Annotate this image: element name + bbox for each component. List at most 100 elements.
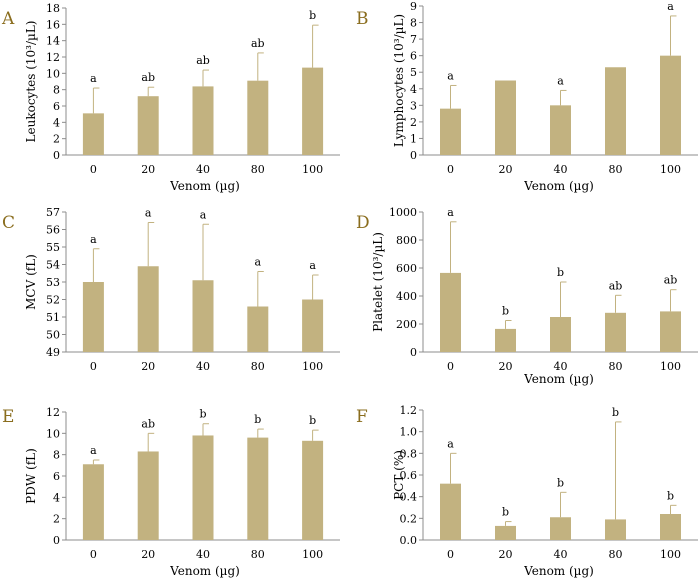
y-tick-label-d: 800 <box>396 234 417 247</box>
bar-c-0 <box>82 282 104 352</box>
significance-label-c-1: a <box>145 207 152 220</box>
bar-a-1 <box>137 96 159 155</box>
y-tick-label-a: 2 <box>53 133 60 146</box>
significance-label-c-0: a <box>90 233 97 246</box>
y-tick-label-b: 7 <box>410 33 417 46</box>
y-tick-label-a: 0 <box>53 149 60 162</box>
bar-b-4 <box>660 55 681 155</box>
bar-f-0 <box>440 483 461 540</box>
y-tick-label-a: 6 <box>53 100 60 113</box>
y-tick-label-a: 12 <box>46 51 60 64</box>
significance-label-e-0: a <box>90 444 97 457</box>
bar-e-3 <box>247 437 269 540</box>
x-tick-label-b-3: 80 <box>609 163 623 176</box>
significance-label-d-3: ab <box>609 279 623 292</box>
x-tick-label-b-1: 20 <box>499 163 513 176</box>
y-tick-label-f: 1.2 <box>400 404 418 417</box>
x-axis-title-b: Venom (µg) <box>523 179 594 193</box>
x-tick-label-f-1: 20 <box>499 548 513 561</box>
panel-letter-a: A <box>1 9 15 29</box>
y-tick-label-b: 9 <box>410 0 417 13</box>
bar-a-0 <box>82 113 104 155</box>
y-tick-label-e: 12 <box>46 406 60 419</box>
x-tick-label-d-2: 40 <box>554 360 568 373</box>
bar-b-0 <box>440 108 461 155</box>
bar-d-4 <box>660 311 681 352</box>
y-tick-label-d: 200 <box>396 318 417 331</box>
x-tick-label-f-2: 40 <box>554 548 568 561</box>
chart-panel-c: C 49 50 51 52 53 54 55 56 57 MCV (fL) a 0 a 20 a 40 a 80 a 1… <box>2 206 340 373</box>
significance-label-c-3: a <box>255 256 262 269</box>
bar-a-4 <box>302 67 324 155</box>
y-tick-label-f: 0.6 <box>400 469 418 482</box>
x-tick-label-c-4: 100 <box>302 360 323 373</box>
y-axis-title-a: Leukocytes (10³/µL) <box>24 21 38 143</box>
significance-label-f-1: b <box>502 506 509 519</box>
y-tick-label-f: 0.4 <box>400 491 418 504</box>
y-tick-label-e: 0 <box>53 534 60 547</box>
significance-label-d-0: a <box>447 206 454 219</box>
chart-panel-e: E 0 2 4 6 8 10 12 PDW (fL) a 0 ab 20 b 40 b 80 b 100 Venom … <box>2 406 340 578</box>
significance-label-a-0: a <box>90 72 97 85</box>
y-tick-label-a: 14 <box>46 35 60 48</box>
y-axis-title-c: MCV (fL) <box>24 254 38 310</box>
y-tick-label-a: 18 <box>46 2 60 15</box>
bar-f-1 <box>495 525 516 540</box>
significance-label-e-1: ab <box>141 417 155 430</box>
y-tick-label-f: 0.2 <box>400 512 418 525</box>
x-tick-label-d-0: 0 <box>447 360 454 373</box>
y-tick-label-b: 4 <box>410 83 417 96</box>
y-tick-label-c: 53 <box>46 276 60 289</box>
x-tick-label-b-0: 0 <box>447 163 454 176</box>
bar-d-1 <box>495 328 516 352</box>
y-tick-label-c: 51 <box>46 311 60 324</box>
x-tick-label-e-1: 20 <box>141 548 155 561</box>
x-tick-label-a-4: 100 <box>302 163 323 176</box>
x-tick-label-b-2: 40 <box>554 163 568 176</box>
x-tick-label-f-4: 100 <box>660 548 681 561</box>
y-tick-label-e: 6 <box>53 470 60 483</box>
y-tick-label-c: 55 <box>46 241 60 254</box>
bar-c-1 <box>137 266 159 352</box>
y-tick-label-f: 0.0 <box>400 534 418 547</box>
y-tick-label-a: 16 <box>46 18 60 31</box>
significance-label-d-4: ab <box>664 274 678 287</box>
bar-f-2 <box>550 517 571 540</box>
panel-letter-f: F <box>356 407 368 427</box>
panel-letter-c: C <box>2 213 15 233</box>
y-tick-label-c: 54 <box>46 259 60 272</box>
chart-panel-f: F 0.0 0.2 0.4 0.6 0.8 1.0 1.2 PCT (%) a 0 b 20 b 40 b 80… <box>356 404 698 578</box>
y-tick-label-d: 0 <box>410 346 417 359</box>
bar-c-2 <box>192 280 214 352</box>
y-tick-label-b: 2 <box>410 116 417 129</box>
x-axis-title-e: Venom (µg) <box>169 564 240 578</box>
bar-f-3 <box>605 519 626 540</box>
significance-label-b-0: a <box>447 69 454 82</box>
bar-d-0 <box>440 272 461 352</box>
y-tick-label-a: 8 <box>53 84 60 97</box>
y-axis-title-d: Platelet (10³/µL) <box>371 232 385 332</box>
significance-label-b-4: a <box>667 0 674 13</box>
y-tick-label-c: 50 <box>46 329 60 342</box>
significance-label-f-0: a <box>447 437 454 450</box>
y-tick-label-d: 600 <box>396 262 417 275</box>
bar-e-1 <box>137 451 159 540</box>
y-tick-label-e: 8 <box>53 449 60 462</box>
y-axis-title-b: Lymphocytes (10³/µL) <box>392 14 406 147</box>
x-tick-label-d-4: 100 <box>660 360 681 373</box>
y-tick-label-f: 0.8 <box>400 447 418 460</box>
x-tick-label-a-0: 0 <box>90 163 97 176</box>
y-tick-label-b: 0 <box>410 149 417 162</box>
x-tick-label-f-0: 0 <box>447 548 454 561</box>
chart-panel-b: B 0 1 2 3 4 5 6 7 8 9 Lymphocytes (10³/µL) a 0 20 a 40 80… <box>356 0 698 193</box>
x-axis-title-f: Venom (µg) <box>523 564 594 578</box>
panel-letter-b: B <box>356 9 369 29</box>
x-tick-label-e-2: 40 <box>196 548 210 561</box>
significance-label-e-2: b <box>199 408 206 421</box>
y-tick-label-a: 4 <box>53 116 60 129</box>
y-tick-label-b: 8 <box>410 17 417 30</box>
y-tick-label-b: 5 <box>410 66 417 79</box>
x-tick-label-c-1: 20 <box>141 360 155 373</box>
bar-b-2 <box>550 105 571 155</box>
